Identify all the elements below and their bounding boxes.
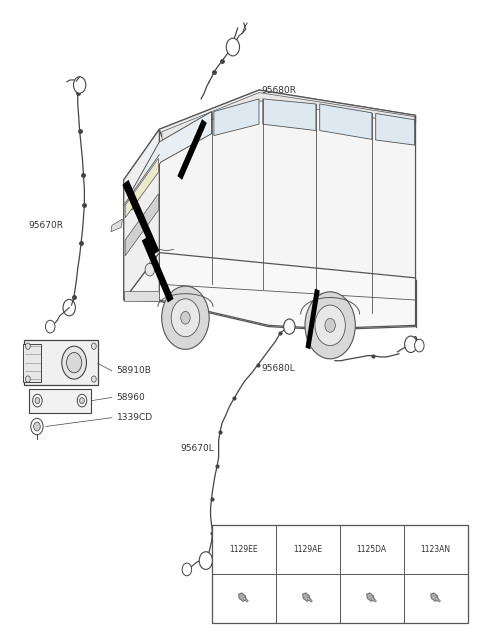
Text: 95670L: 95670L [180,444,215,453]
Circle shape [315,305,345,346]
Polygon shape [320,104,372,139]
Circle shape [35,397,40,404]
Polygon shape [124,90,416,330]
Circle shape [67,353,82,373]
Circle shape [171,299,200,337]
Circle shape [92,343,96,350]
Circle shape [73,77,86,93]
Polygon shape [178,119,207,180]
Circle shape [305,292,355,359]
Text: 58960: 58960 [117,393,145,402]
Circle shape [25,343,30,350]
Circle shape [46,320,55,333]
Circle shape [199,552,213,570]
Circle shape [162,286,209,350]
Polygon shape [124,130,159,300]
Text: 95680L: 95680L [261,364,295,373]
Polygon shape [124,130,159,300]
Polygon shape [367,593,374,601]
Text: 1123AN: 1123AN [420,545,451,554]
Circle shape [34,422,40,431]
Polygon shape [303,593,310,601]
Text: 1125DA: 1125DA [357,545,387,554]
Polygon shape [142,237,174,302]
Circle shape [405,336,417,353]
Text: 1129EE: 1129EE [229,545,258,554]
Polygon shape [124,291,159,301]
Polygon shape [431,593,438,601]
Circle shape [80,397,84,404]
Polygon shape [125,158,158,218]
Polygon shape [159,253,416,329]
Circle shape [63,299,75,316]
Bar [23,344,41,382]
Circle shape [180,311,190,324]
Circle shape [182,563,192,575]
Circle shape [31,419,43,434]
Text: 1339CD: 1339CD [117,413,153,422]
Text: 58910B: 58910B [117,366,152,375]
Polygon shape [214,99,259,136]
Polygon shape [243,597,248,602]
Text: 95670R: 95670R [29,221,64,230]
Polygon shape [305,288,320,350]
Polygon shape [125,194,158,256]
Polygon shape [376,114,415,145]
Bar [24,340,97,385]
Circle shape [226,38,240,56]
Circle shape [62,346,86,379]
Polygon shape [131,112,212,210]
Circle shape [92,376,96,382]
Polygon shape [159,90,416,137]
Circle shape [33,394,42,407]
Circle shape [325,318,336,332]
Polygon shape [111,219,122,232]
Polygon shape [307,597,312,602]
Polygon shape [122,180,159,255]
Bar [29,389,91,413]
Circle shape [145,263,155,276]
Polygon shape [239,593,246,601]
Polygon shape [435,597,440,602]
Text: 95680R: 95680R [261,85,296,94]
Polygon shape [162,93,415,140]
Circle shape [25,376,30,382]
Circle shape [284,319,295,334]
Circle shape [77,394,87,407]
Polygon shape [371,597,376,602]
Polygon shape [263,99,316,131]
Text: 1129AE: 1129AE [293,545,322,554]
Circle shape [415,339,424,352]
Bar [212,524,468,623]
